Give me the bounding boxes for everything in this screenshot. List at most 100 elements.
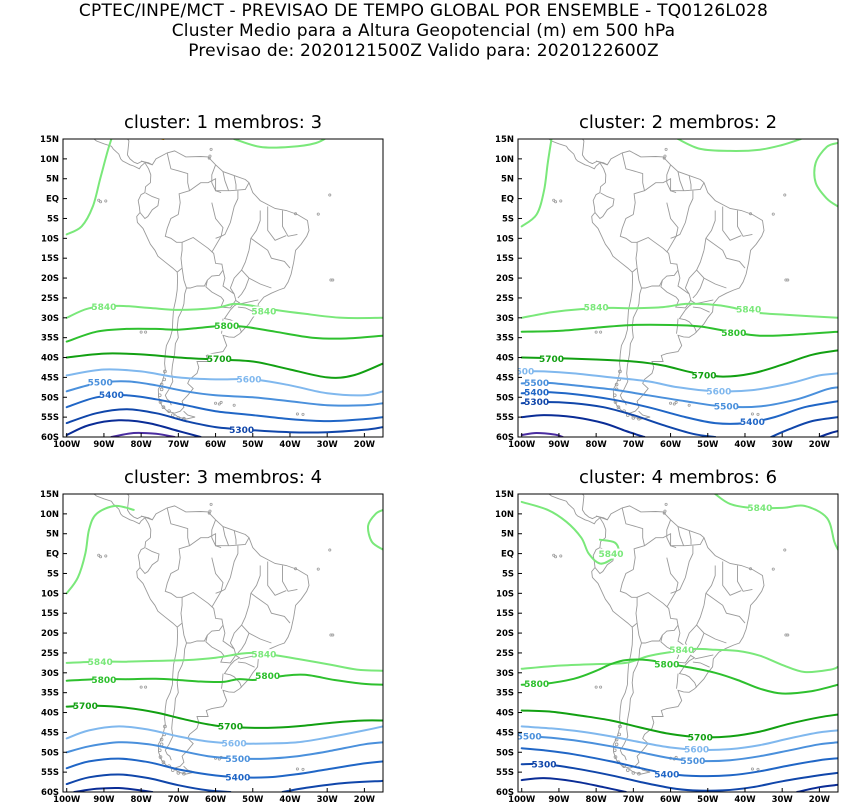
lon-label: 80W — [586, 440, 608, 450]
country-border — [166, 507, 191, 570]
lon-label: 80W — [131, 795, 153, 803]
island — [99, 555, 103, 559]
map-frame — [62, 493, 384, 793]
panel-2-map: 5840 584058005700570056005600550055005400… — [495, 135, 839, 450]
contour-label-bg — [256, 670, 279, 681]
lat-label: 60S — [41, 788, 59, 798]
contour-label: 5400 — [524, 388, 549, 398]
contour-5400 — [520, 391, 838, 425]
contour-label: 5800 — [91, 676, 116, 686]
state-border — [267, 206, 287, 241]
country-border — [594, 192, 615, 220]
state-border — [237, 277, 250, 299]
contour-label: 5500 — [225, 755, 250, 765]
state-border — [703, 565, 716, 606]
coastline-central-america-pacific — [548, 494, 601, 525]
state-border — [241, 250, 272, 289]
lat-label: 25S — [496, 294, 514, 304]
state-border — [237, 632, 250, 654]
lat-label: 30S — [496, 669, 514, 679]
contour-label: 5400 — [740, 418, 765, 428]
island — [270, 793, 272, 795]
lat-label: 25S — [41, 649, 59, 659]
island — [637, 771, 641, 776]
island — [384, 229, 386, 231]
lat-label: 20S — [41, 629, 59, 639]
panel-1-title: cluster: 1 membros: 3 — [123, 112, 323, 133]
island — [783, 548, 787, 552]
contour-label: 5400 — [99, 391, 124, 401]
contour-5880 — [158, 139, 165, 140]
island — [662, 511, 666, 515]
contour-label-bg — [748, 502, 771, 513]
lat-label: 15S — [41, 609, 59, 619]
contour-5400 — [520, 747, 838, 778]
lat-label: 15N — [495, 490, 514, 500]
island — [612, 393, 617, 398]
coastline-central-america-caribbean — [126, 139, 153, 166]
country-border — [181, 236, 243, 333]
lat-label: 10S — [496, 234, 514, 244]
island — [771, 212, 775, 216]
contour-label-bg — [74, 700, 97, 711]
contour-5800 — [520, 323, 838, 337]
country-border — [139, 547, 160, 575]
contour-label: 5400 — [225, 773, 250, 783]
contour-5800 — [65, 324, 383, 343]
island — [552, 198, 556, 202]
contour-5840 — [520, 139, 553, 228]
island — [749, 567, 753, 571]
island — [664, 502, 668, 506]
island — [157, 748, 162, 753]
contour-label: 5500 — [524, 379, 549, 389]
contour-5200 — [520, 414, 646, 437]
island — [158, 755, 163, 759]
contour-label-bg — [230, 424, 253, 435]
country-border — [181, 591, 243, 688]
country-border — [688, 175, 692, 190]
island — [144, 330, 148, 334]
island — [97, 198, 101, 202]
state-border — [229, 269, 242, 295]
lat-label: 45S — [41, 728, 59, 738]
contour-label-bg — [693, 370, 716, 381]
coastline-south-america — [136, 150, 310, 414]
contour-5600 — [520, 370, 838, 393]
contour-label: 5700 — [692, 372, 717, 382]
island — [157, 393, 162, 398]
lat-label: 5N — [46, 175, 59, 185]
lon-label: 100W — [53, 795, 81, 803]
header-title-line1: CPTEC/INPE/MCT - PREVISAO DE TEMPO GLOBA… — [78, 1, 769, 21]
lat-label: 60S — [496, 433, 514, 443]
lon-label: 70W — [623, 440, 645, 450]
state-border — [267, 561, 287, 596]
state-border — [670, 545, 694, 594]
contour-label-bg — [92, 301, 115, 312]
lon-label: 20W — [354, 440, 376, 450]
island — [614, 742, 619, 747]
island — [554, 200, 558, 204]
lon-label: 90W — [548, 795, 570, 803]
coastline-central-america-pacific — [93, 139, 146, 170]
state-border — [237, 306, 255, 313]
contour-label-bg — [219, 721, 242, 732]
contour-5840 — [65, 139, 113, 236]
lat-label: 5N — [501, 530, 514, 540]
lat-label: 15N — [495, 135, 514, 145]
contour-label-bg — [655, 769, 678, 780]
island — [176, 771, 181, 775]
lat-label: 40S — [496, 709, 514, 719]
state-border — [211, 557, 224, 608]
island — [328, 548, 332, 552]
country-border — [233, 175, 237, 190]
island — [662, 156, 666, 160]
lon-label: 20W — [809, 795, 831, 803]
contour-label-bg — [252, 306, 275, 317]
lon-label: 30W — [317, 440, 339, 450]
lat-label: 15N — [40, 135, 59, 145]
lon-label: 70W — [623, 795, 645, 803]
contour-label-bg — [208, 353, 231, 364]
contour-label-bg — [685, 744, 708, 755]
map-frame — [517, 138, 839, 438]
lon-label: 60W — [660, 440, 682, 450]
